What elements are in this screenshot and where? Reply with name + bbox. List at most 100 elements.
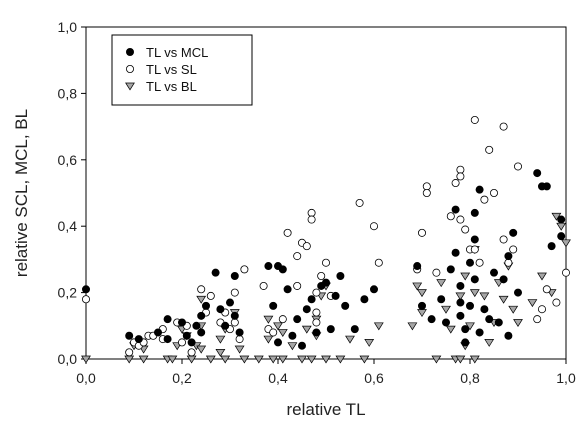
y-tick-label: 0,0 [58,351,78,367]
data-point-tl-vs-mcl [470,275,479,284]
data-point-tl-vs-bl [364,339,375,347]
y-axis: 0,0 0,2 0,4 0,6 0,8 1,0 [58,19,86,367]
data-point-tl-vs-bl [436,279,447,288]
data-point-tl-vs-bl [167,355,178,364]
data-point-tl-vs-sl [422,188,431,197]
data-point-tl-vs-mcl [456,281,465,290]
x-tick-label: 1,0 [556,370,576,386]
data-point-tl-vs-mcl [82,285,91,294]
data-point-tl-vs-mcl [153,328,162,337]
data-point-tl-vs-bl [460,272,471,281]
data-point-tl-vs-bl [359,355,370,364]
data-point-tl-vs-mcl [533,169,542,178]
data-point-tl-vs-sl [422,182,431,191]
data-point-tl-vs-sl [355,198,364,207]
data-point-tl-vs-mcl [470,208,479,217]
data-point-tl-vs-bl [479,292,490,301]
data-point-tl-vs-sl [562,268,571,277]
data-point-tl-vs-bl [253,355,264,364]
data-point-tl-vs-sl [317,271,326,280]
data-point-tl-vs-sl [470,245,479,254]
data-point-tl-vs-sl [125,348,134,357]
data-point-tl-vs-mcl [312,328,321,337]
y-axis-title: relative SCL, MCL, BL [12,109,31,277]
data-point-tl-vs-mcl [192,321,201,330]
x-tick-label: 0,0 [76,370,96,386]
x-axis-title: relative TL [286,400,365,419]
data-point-tl-vs-mcl [225,298,234,307]
data-point-tl-vs-mcl [221,321,230,330]
data-point-tl-vs-sl [456,215,465,224]
data-point-tl-vs-bl [138,355,149,364]
data-point-tl-vs-mcl [283,285,292,294]
data-point-tl-vs-sl [312,308,321,317]
data-point-tl-vs-bl [220,355,231,364]
data-point-tl-vs-sl [514,162,523,171]
data-point-tl-vs-mcl [456,311,465,320]
data-point-tl-vs-mcl [216,305,225,314]
data-point-tl-vs-mcl [441,318,450,327]
data-point-tl-vs-sl [82,295,91,304]
data-point-tl-vs-mcl [413,262,422,271]
data-point-tl-vs-bl [469,355,480,364]
data-point-tl-vs-bl [321,355,331,364]
data-point-tl-vs-bl [273,322,283,331]
data-point-tl-vs-sl [293,281,302,290]
data-point-tl-vs-sl [456,172,465,181]
data-point-tl-vs-sl [538,305,547,314]
data-point-tl-vs-bl [263,315,274,324]
data-point-tl-vs-sl [485,145,494,154]
data-point-tl-vs-sl [177,338,186,347]
data-point-tl-vs-mcl [273,338,282,347]
data-point-tl-vs-mcl [336,271,345,280]
data-point-tl-vs-mcl [341,301,350,310]
x-axis: 0,0 0,2 0,4 0,6 0,8 1,0 [76,359,576,386]
data-point-tl-vs-mcl [331,291,340,300]
y-tick-label: 0,6 [58,152,78,168]
data-point-tl-vs-mcl [480,305,489,314]
data-point-tl-vs-sl [475,258,484,267]
data-point-tl-vs-sl [461,225,470,234]
data-point-tl-vs-mcl [465,301,474,310]
data-point-tl-vs-mcl [451,205,460,214]
data-point-tl-vs-mcl [494,318,503,327]
data-point-tl-vs-mcl [509,228,518,237]
data-point-tl-vs-mcl [187,338,196,347]
data-point-tl-vs-mcl [321,278,330,287]
data-point-tl-vs-bl [412,282,423,291]
data-point-tl-vs-sl [499,122,508,131]
data-point-tl-vs-bl [455,292,466,301]
data-point-tl-vs-sl [446,212,455,221]
data-point-tl-vs-bl [301,325,312,334]
data-point-tl-vs-mcl [125,331,134,340]
data-point-tl-vs-bl [441,305,451,314]
data-point-tl-vs-bl [306,355,317,364]
data-point-tl-vs-mcl [489,268,498,277]
data-point-tl-vs-mcl [182,331,191,340]
data-point-tl-vs-bl [287,342,298,351]
legend-marker [126,48,135,57]
data-point-tl-vs-bl [335,355,346,364]
data-point-tl-vs-mcl [461,325,470,334]
data-point-tl-vs-bl [263,335,274,344]
data-point-tl-vs-mcl [360,295,369,304]
data-point-tl-vs-mcl [197,328,206,337]
data-point-tl-vs-sl [230,288,239,297]
data-point-tl-vs-mcl [547,242,556,251]
data-point-tl-vs-mcl [288,331,297,340]
data-point-tl-vs-sl [312,288,321,297]
data-point-tl-vs-mcl [350,325,359,334]
data-point-tl-vs-sl [283,228,292,237]
data-point-tl-vs-mcl [465,258,474,267]
data-point-tl-vs-sl [504,258,513,267]
data-point-tl-vs-sl [206,291,215,300]
data-point-tl-vs-bl [484,339,495,347]
data-point-tl-vs-sl [269,328,278,337]
data-point-tl-vs-sl [480,195,489,204]
data-point-tl-vs-bl [417,289,427,298]
data-point-tl-vs-bl [513,319,523,328]
data-point-tl-vs-mcl [417,301,426,310]
data-point-tl-vs-sl [187,348,196,357]
data-point-tl-vs-mcl [514,288,523,297]
